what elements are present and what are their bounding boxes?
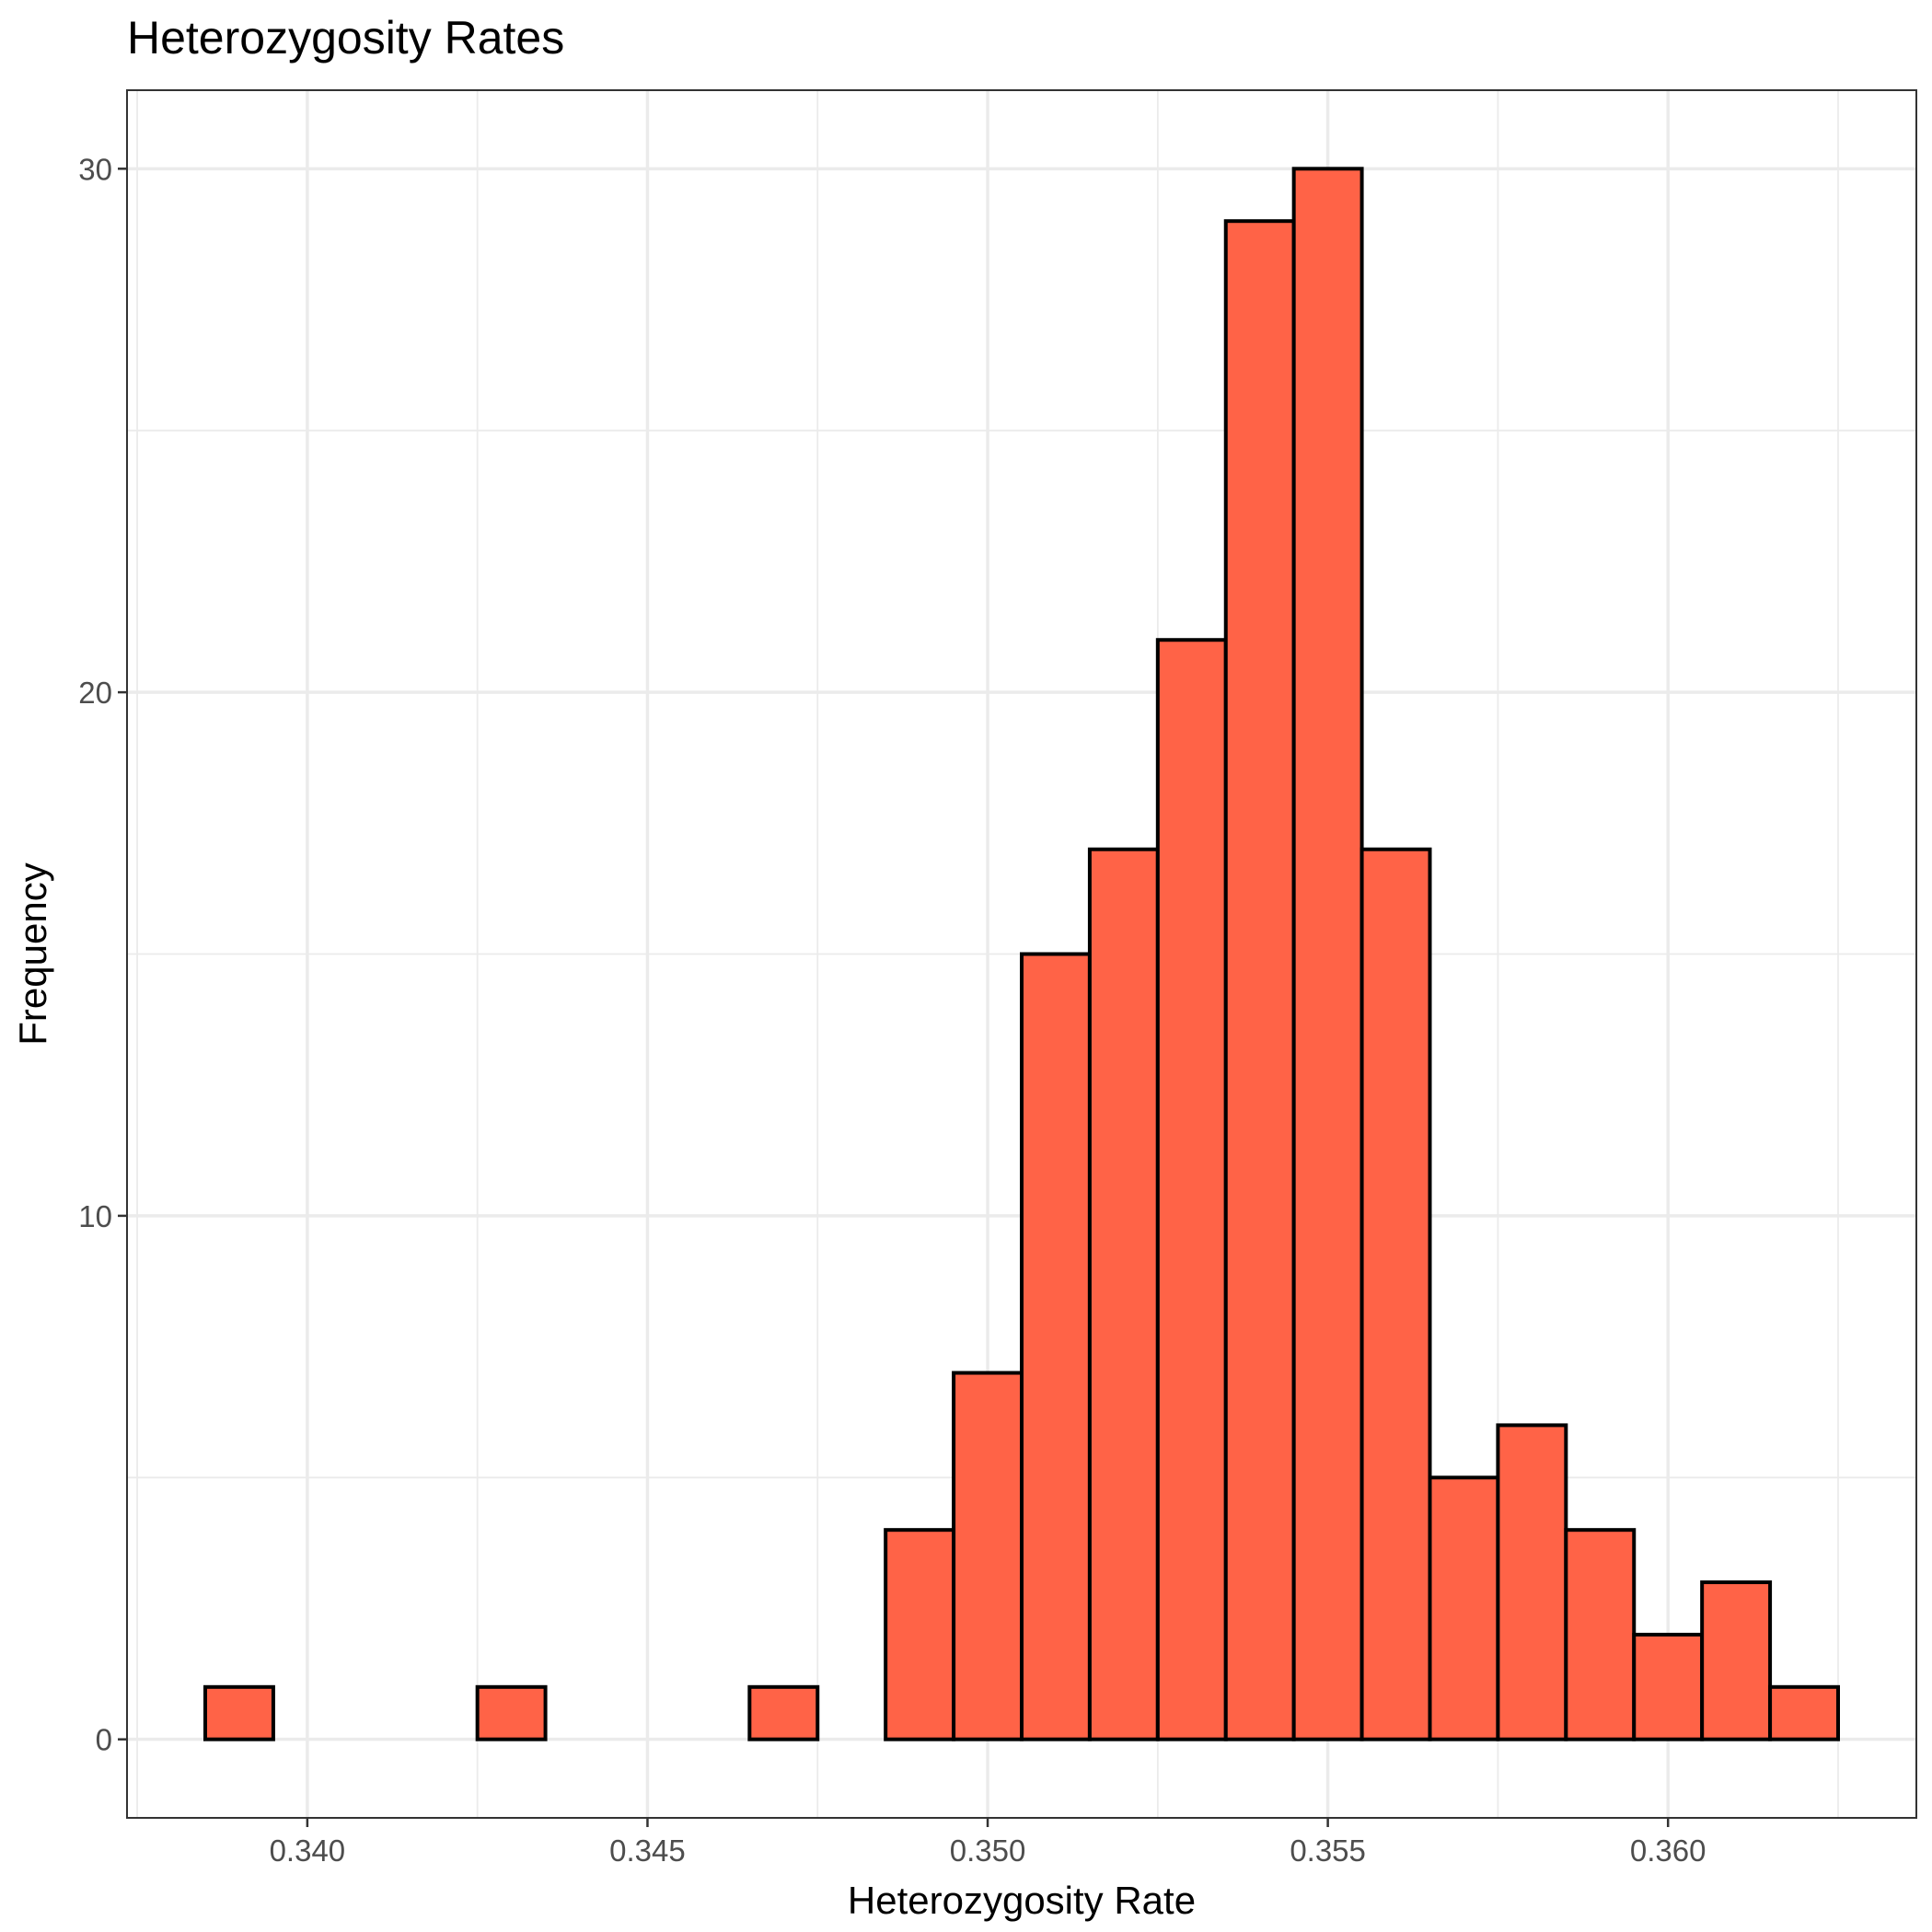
histogram-bar [475,1684,548,1741]
x-tick-label: 0.360 [1630,1834,1706,1868]
histogram-bar [1359,847,1432,1741]
histogram-bar [1496,1423,1568,1741]
y-tick-label: 0 [96,1723,112,1757]
minor-gridlines [127,90,1916,1818]
x-axis: 0.340 0.345 0.350 0.355 0.360 [270,1818,1706,1868]
x-axis-title: Heterozygosity Rate [848,1879,1196,1922]
histogram-bar [1700,1580,1773,1741]
chart-title: Heterozygosity Rates [127,12,564,64]
histogram-bar [1428,1475,1500,1741]
histogram-bar [1291,167,1364,1741]
histogram-bar [884,1528,956,1741]
x-tick-label: 0.340 [270,1834,346,1868]
histogram-bar [203,1684,275,1741]
x-tick-label: 0.350 [950,1834,1026,1868]
histogram-bar [1087,847,1160,1741]
histogram-bar [952,1371,1024,1741]
plot-panel-border [126,89,1917,1819]
y-axis: 0 10 20 30 [78,152,127,1757]
y-tick-label: 30 [78,152,112,186]
histogram-bar [1768,1684,1840,1741]
histogram-bar [1223,219,1296,1741]
x-tick-label: 0.345 [609,1834,686,1868]
x-tick-label: 0.355 [1290,1834,1366,1868]
y-axis-title: Frequency [11,862,54,1045]
histogram-bars [203,167,1840,1741]
y-tick-label: 20 [78,676,112,710]
y-tick-label: 10 [78,1199,112,1233]
histogram-bar [1155,638,1228,1741]
histogram-bar [1632,1632,1705,1741]
histogram-bar [1020,952,1092,1741]
histogram-bar [1564,1528,1637,1741]
histogram-bar [747,1684,820,1741]
